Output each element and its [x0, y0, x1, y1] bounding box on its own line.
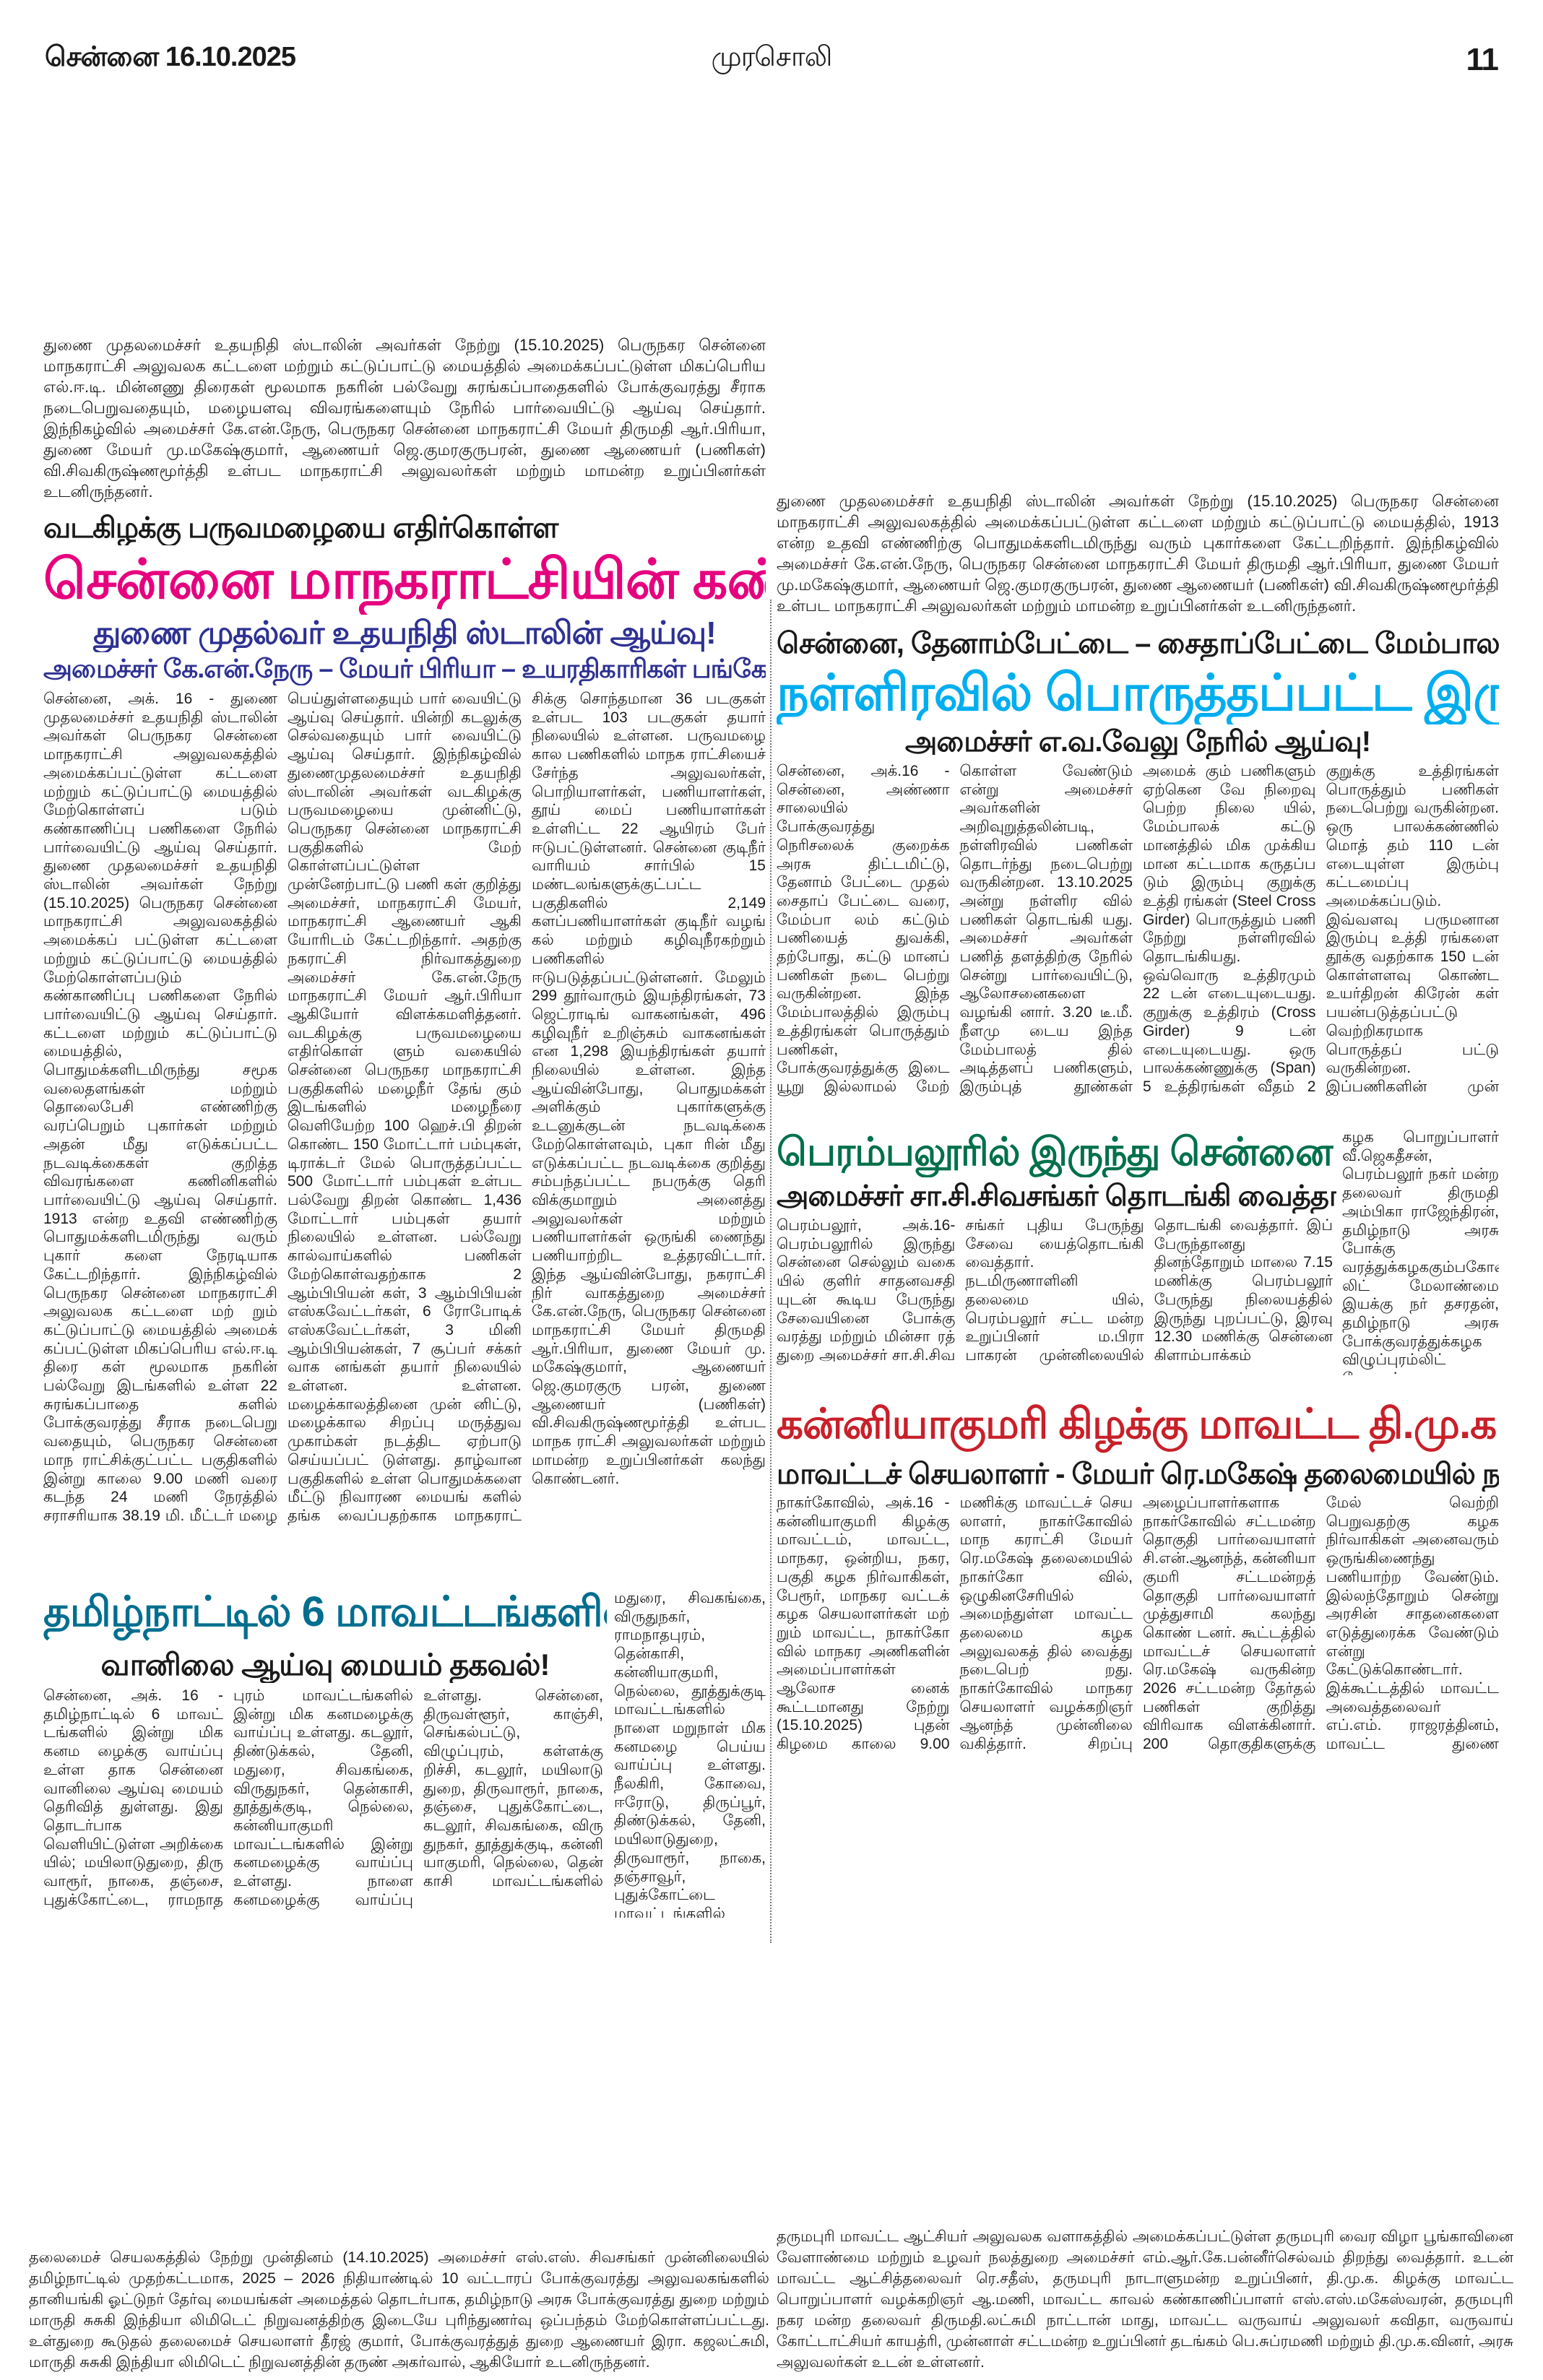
bottom-left-story: தலைமைச் செயலகத்தில் நேற்று முன்தினம் (14… — [29, 1943, 769, 2373]
subhead-weather-centre: வானிலை ஆய்வு மையம் தகவல்! — [100, 1648, 550, 1682]
photo-caption: தலைமைச் செயலகத்தில் நேற்று முன்தினம் (14… — [29, 2249, 769, 2371]
photo-caption: துணை முதலமைச்சர் உதயநிதி ஸ்டாலின் அவர்கள… — [777, 492, 1499, 615]
article-body-kanyakumari: நாகர்கோவில், அக்.16 - கன்னியாகுமரி கிழக்… — [777, 1494, 1499, 1753]
page-number: 11 — [1466, 42, 1499, 77]
top-left-story: துணை முதலமைச்சர் உதயநிதி ஸ்டாலின் அவர்கள… — [43, 87, 766, 1557]
dateline: சென்னை 16.10.2025 — [45, 42, 296, 72]
article-body-flyover: சென்னை, அக்.16 - சென்னை, அண்ணா சாலையில் … — [777, 763, 1499, 1095]
headline-chennai-corporation: சென்னை மாநகராட்சியின் கண்காணிப்புப் பணிக… — [43, 549, 766, 610]
newspaper-name: முரசொலி — [711, 42, 833, 72]
headline-perambalur-bus: பெரம்பலூரில் இருந்து சென்னை செல்ல குளிர்… — [777, 1130, 1336, 1174]
photo-control-centre — [777, 87, 1499, 485]
kicker: சென்னை, தேனாம்பேட்டை – சைதாப்பேட்டை மேம்… — [777, 628, 1499, 659]
photo-park-inauguration — [777, 1943, 1513, 2219]
photo-caption: துணை முதலமைச்சர் உதயநிதி ஸ்டாலின் அவர்கள… — [43, 336, 766, 501]
column-divider — [770, 600, 772, 1943]
subhead-minister-velu: அமைச்சர் எ.வ.வேலு நேரில் ஆய்வு! — [904, 726, 1371, 758]
photo-mou-signing — [29, 1943, 769, 2240]
subhead-minister-sivasankar: அமைச்சர் சா.சி.சிவசங்கர் தொடங்கி வைத்தார… — [777, 1180, 1336, 1212]
article-body-rain: சென்னை, அக். 16 - தமிழ்நாட்டில் 6 மாவட் … — [43, 1687, 603, 1908]
kicker: வடகிழக்கு பருவமழையை எதிர்கொள்ள — [43, 512, 558, 544]
article-body-perambalur-side: கழக பொறுப்பாளர் வீ.ஜெகதீசன், பெரம்பலூர் … — [1342, 1129, 1499, 1375]
subhead-participants: அமைச்சர் கே.என்.நேரு – மேயர் பிரியா – உய… — [43, 654, 766, 683]
article-body-rain-side: மதுரை, சிவகங்கை, விருதுநகர், ராமநாதபுரம்… — [614, 1590, 766, 1918]
photo-caption: தருமபுரி மாவட்ட ஆட்சியர் அலுவலக வளாகத்தி… — [777, 2228, 1513, 2371]
photo-deputy-cm-inspection — [43, 87, 766, 327]
subhead-deputy-cm: துணை முதல்வர் உதயநிதி ஸ்டாலின் ஆய்வு! — [93, 615, 717, 651]
headline-heavy-rain: தமிழ்நாட்டில் 6 மாவட்டங்களில் இன்று மிக … — [43, 1588, 607, 1635]
headline-kanyakumari-dmk: கன்னியாகுமரி கிழக்கு மாவட்ட தி.மு.க. நிர… — [777, 1401, 1499, 1448]
article-body-chennai-corporation: சென்னை, அக். 16 - துணை முதலமைச்சர் உதயநி… — [43, 691, 766, 1524]
article-body-perambalur: பெரம்பலூர், அக்.16- பெரம்பலூரில் இருந்து… — [777, 1217, 1333, 1364]
subhead-mayor-mahesh: மாவட்டச் செயலாளர் - மேயர் ரெ.மகேஷ் தலைமை… — [777, 1458, 1499, 1490]
bottom-right-story: தருமபுரி மாவட்ட ஆட்சியர் அலுவலக வளாகத்தி… — [777, 1943, 1513, 2373]
top-right-story: துணை முதலமைச்சர் உதயநிதி ஸ்டாலின் அவர்கள… — [777, 87, 1499, 1102]
headline-iron-girders: நள்ளிரவில் பொருத்தப்பட்ட இரும்பு உத்திரங… — [777, 665, 1499, 721]
